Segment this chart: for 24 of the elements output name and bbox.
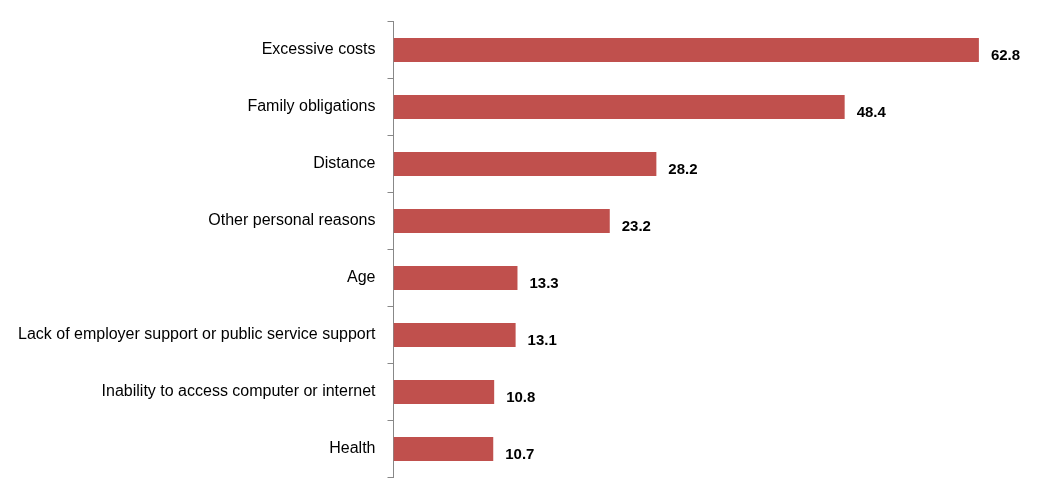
bar bbox=[393, 266, 518, 290]
data-label: 10.7 bbox=[505, 445, 535, 463]
y-tick-label: Age bbox=[347, 268, 376, 286]
bar bbox=[393, 95, 845, 120]
y-tick-label: Other personal reasons bbox=[208, 211, 376, 229]
y-tick-label: Health bbox=[329, 439, 376, 457]
data-label: 10.8 bbox=[506, 388, 536, 406]
y-tick-label: Excessive costs bbox=[261, 40, 376, 58]
y-tick-label: Distance bbox=[313, 154, 376, 172]
bar bbox=[393, 323, 516, 347]
y-tick-label: Lack of employer support or public service support bbox=[17, 325, 377, 343]
bar bbox=[393, 379, 495, 404]
bar bbox=[393, 209, 610, 233]
data-label: 48.4 bbox=[856, 103, 887, 121]
data-label: 13.1 bbox=[527, 331, 557, 349]
data-label: 62.8 bbox=[990, 46, 1021, 64]
bar bbox=[393, 436, 494, 461]
data-label: 23.2 bbox=[621, 217, 651, 235]
bar bbox=[393, 152, 657, 176]
data-label: 13.3 bbox=[529, 274, 559, 292]
y-tick-label: Family obligations bbox=[247, 97, 376, 115]
data-label: 28.2 bbox=[668, 160, 698, 178]
y-tick-label: Inability to access computer or internet bbox=[101, 382, 377, 400]
bar bbox=[393, 38, 979, 63]
